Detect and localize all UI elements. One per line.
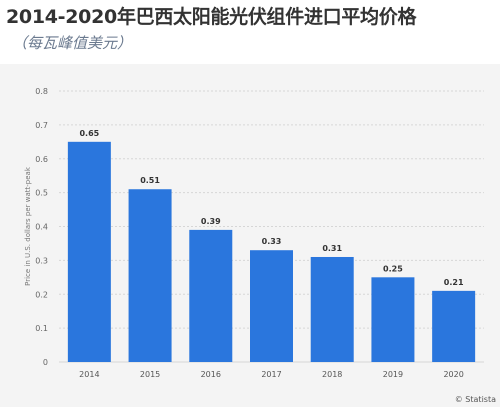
x-tick-label: 2014 (79, 370, 99, 379)
y-tick-label: 0 (43, 358, 48, 367)
bar (250, 250, 293, 362)
y-axis-label: Price in U.S. dollars per watt-peak (24, 166, 32, 286)
bar (128, 189, 172, 362)
y-tick-label: 0.6 (35, 155, 48, 164)
y-tick-label: 0.4 (35, 223, 48, 232)
y-tick-label: 0.8 (35, 87, 48, 96)
data-label: 0.51 (140, 176, 160, 185)
y-tick-label: 0.3 (35, 256, 48, 265)
y-tick-label: 0.2 (35, 290, 48, 299)
x-tick-label: 2017 (261, 370, 281, 379)
y-tick-label: 0.1 (35, 324, 48, 333)
bar (310, 256, 354, 362)
bar (67, 141, 111, 362)
x-tick-label: 2018 (322, 370, 342, 379)
data-label: 0.25 (383, 264, 403, 273)
bar (432, 290, 476, 362)
data-label: 0.31 (322, 244, 342, 253)
chart-title: 2014-2020年巴西太阳能光伏组件进口平均价格 (6, 6, 417, 28)
y-tick-label: 0.5 (35, 189, 48, 198)
chart-subtitle: （每瓦峰值美元） (12, 34, 133, 52)
statista-credit: © Statista (454, 395, 496, 404)
bar (371, 277, 415, 362)
bar-chart: 0 0.1 0.2 0.3 0.4 0.5 0.6 0.7 0.8 Price in U.S. d… (24, 87, 484, 379)
y-tick-label: 0.7 (35, 121, 48, 130)
bar (189, 229, 233, 362)
chart-panel: 0 0.1 0.2 0.3 0.4 0.5 0.6 0.7 0.8 Price in U.S. d… (0, 64, 500, 407)
data-label: 0.65 (79, 129, 99, 138)
x-tick-label: 2015 (140, 370, 160, 379)
x-tick-label: 2019 (383, 370, 403, 379)
data-label: 0.21 (444, 278, 464, 287)
data-label: 0.39 (201, 217, 221, 226)
data-label: 0.33 (262, 237, 282, 246)
x-tick-label: 2020 (443, 370, 463, 379)
x-tick-label: 2016 (201, 370, 221, 379)
